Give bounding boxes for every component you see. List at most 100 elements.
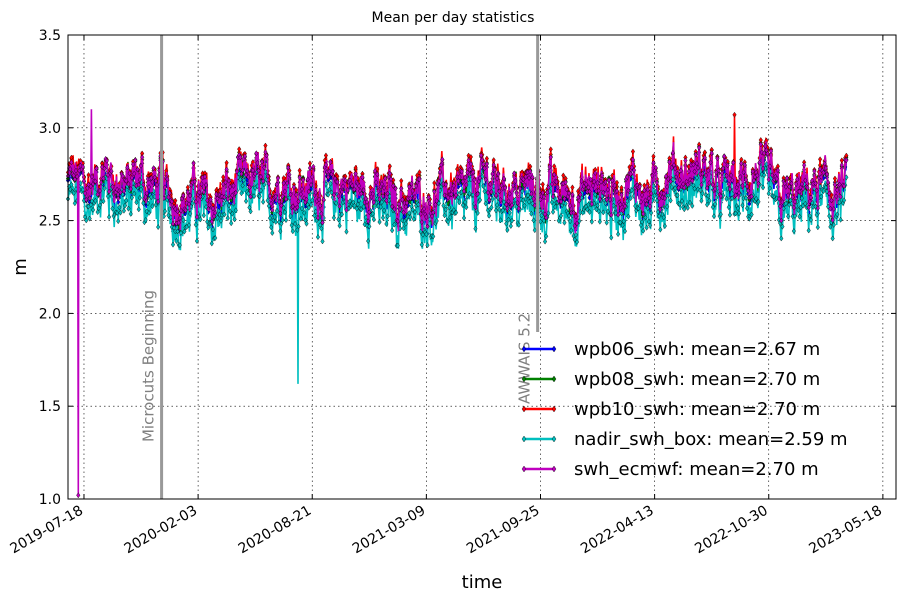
data-point <box>93 197 98 204</box>
data-point <box>277 198 282 205</box>
data-point <box>408 195 413 202</box>
data-point <box>101 198 106 205</box>
data-point <box>352 202 357 209</box>
events: Microcuts Beginning AWWAIS 5.2 <box>140 35 540 499</box>
data-point <box>509 217 515 224</box>
data-point <box>213 209 218 216</box>
data-point <box>399 185 404 192</box>
data-point <box>193 198 198 205</box>
data-point <box>558 212 564 219</box>
data-point <box>630 156 635 163</box>
data-point <box>650 172 655 179</box>
data-point <box>733 192 738 199</box>
data-point <box>162 208 168 215</box>
data-point <box>283 196 289 202</box>
data-point <box>204 181 209 188</box>
data-point <box>546 210 551 217</box>
data-point <box>668 197 673 204</box>
data-point <box>378 204 383 210</box>
data-point <box>149 194 154 201</box>
data-point <box>616 211 621 218</box>
data-point <box>693 151 698 158</box>
legend-entry: nadir_swh_box: mean=2.59 m <box>521 429 848 450</box>
data-point <box>767 163 772 170</box>
data-point <box>695 164 701 171</box>
data-point <box>162 184 168 191</box>
data-point <box>274 207 279 214</box>
data-point <box>72 200 77 207</box>
data-point <box>242 153 247 160</box>
data-point <box>210 205 215 212</box>
data-point <box>176 219 181 226</box>
data-point <box>417 169 422 176</box>
data-point <box>555 184 560 191</box>
y-tick-label: 1.5 <box>39 399 61 415</box>
data-point <box>175 208 180 215</box>
data-point <box>516 205 521 212</box>
data-point <box>568 218 573 225</box>
x-tick-label: 2020-02-03 <box>122 503 200 558</box>
data-point <box>577 197 582 204</box>
data-point <box>541 194 546 200</box>
data-point <box>253 170 258 177</box>
data-point <box>774 175 779 182</box>
data-point <box>596 187 601 194</box>
data-point <box>302 209 307 216</box>
data-point <box>183 207 188 214</box>
data-point <box>116 199 121 206</box>
data-point <box>344 228 349 235</box>
data-point <box>558 198 564 205</box>
data-point <box>676 184 681 191</box>
data-point <box>504 201 509 208</box>
y-tick-label: 2.5 <box>39 214 61 230</box>
data-point <box>408 214 413 221</box>
data-point <box>167 190 172 197</box>
data-point <box>628 195 633 202</box>
data-point <box>644 224 649 231</box>
data-point <box>414 183 419 190</box>
data-point <box>243 198 249 205</box>
data-point <box>222 211 227 218</box>
data-point <box>515 199 520 206</box>
data-point <box>202 173 207 180</box>
data-point <box>819 193 824 200</box>
data-point <box>646 195 651 202</box>
data-point <box>241 177 246 184</box>
data-point <box>541 217 546 224</box>
data-point <box>675 192 680 199</box>
data-point <box>806 227 811 234</box>
data-point <box>257 193 262 200</box>
data-point <box>313 189 318 196</box>
data-point <box>177 242 182 249</box>
data-point <box>99 179 104 186</box>
data-point <box>578 191 583 198</box>
data-point <box>290 228 295 235</box>
data-point <box>562 195 567 202</box>
data-point <box>427 200 432 207</box>
data-point <box>327 186 332 193</box>
data-point <box>361 203 366 210</box>
data-point <box>387 170 392 177</box>
data-point <box>304 196 309 203</box>
data-point <box>134 199 139 206</box>
data-point <box>68 166 73 173</box>
data-point <box>819 174 824 180</box>
data-point <box>441 202 446 209</box>
data-point <box>261 178 266 185</box>
data-point <box>457 174 462 181</box>
data-point <box>330 168 335 175</box>
data-point <box>665 184 670 190</box>
data-point <box>401 209 406 216</box>
data-point <box>150 178 155 185</box>
data-point <box>262 164 267 171</box>
data-point <box>479 152 484 159</box>
data-point <box>127 170 132 177</box>
data-point <box>465 193 470 200</box>
data-point <box>700 170 705 177</box>
data-point <box>337 222 342 229</box>
data-point <box>312 212 317 219</box>
data-point <box>137 194 142 201</box>
data-point <box>129 194 134 201</box>
data-point <box>683 157 688 164</box>
data-point <box>144 190 149 197</box>
